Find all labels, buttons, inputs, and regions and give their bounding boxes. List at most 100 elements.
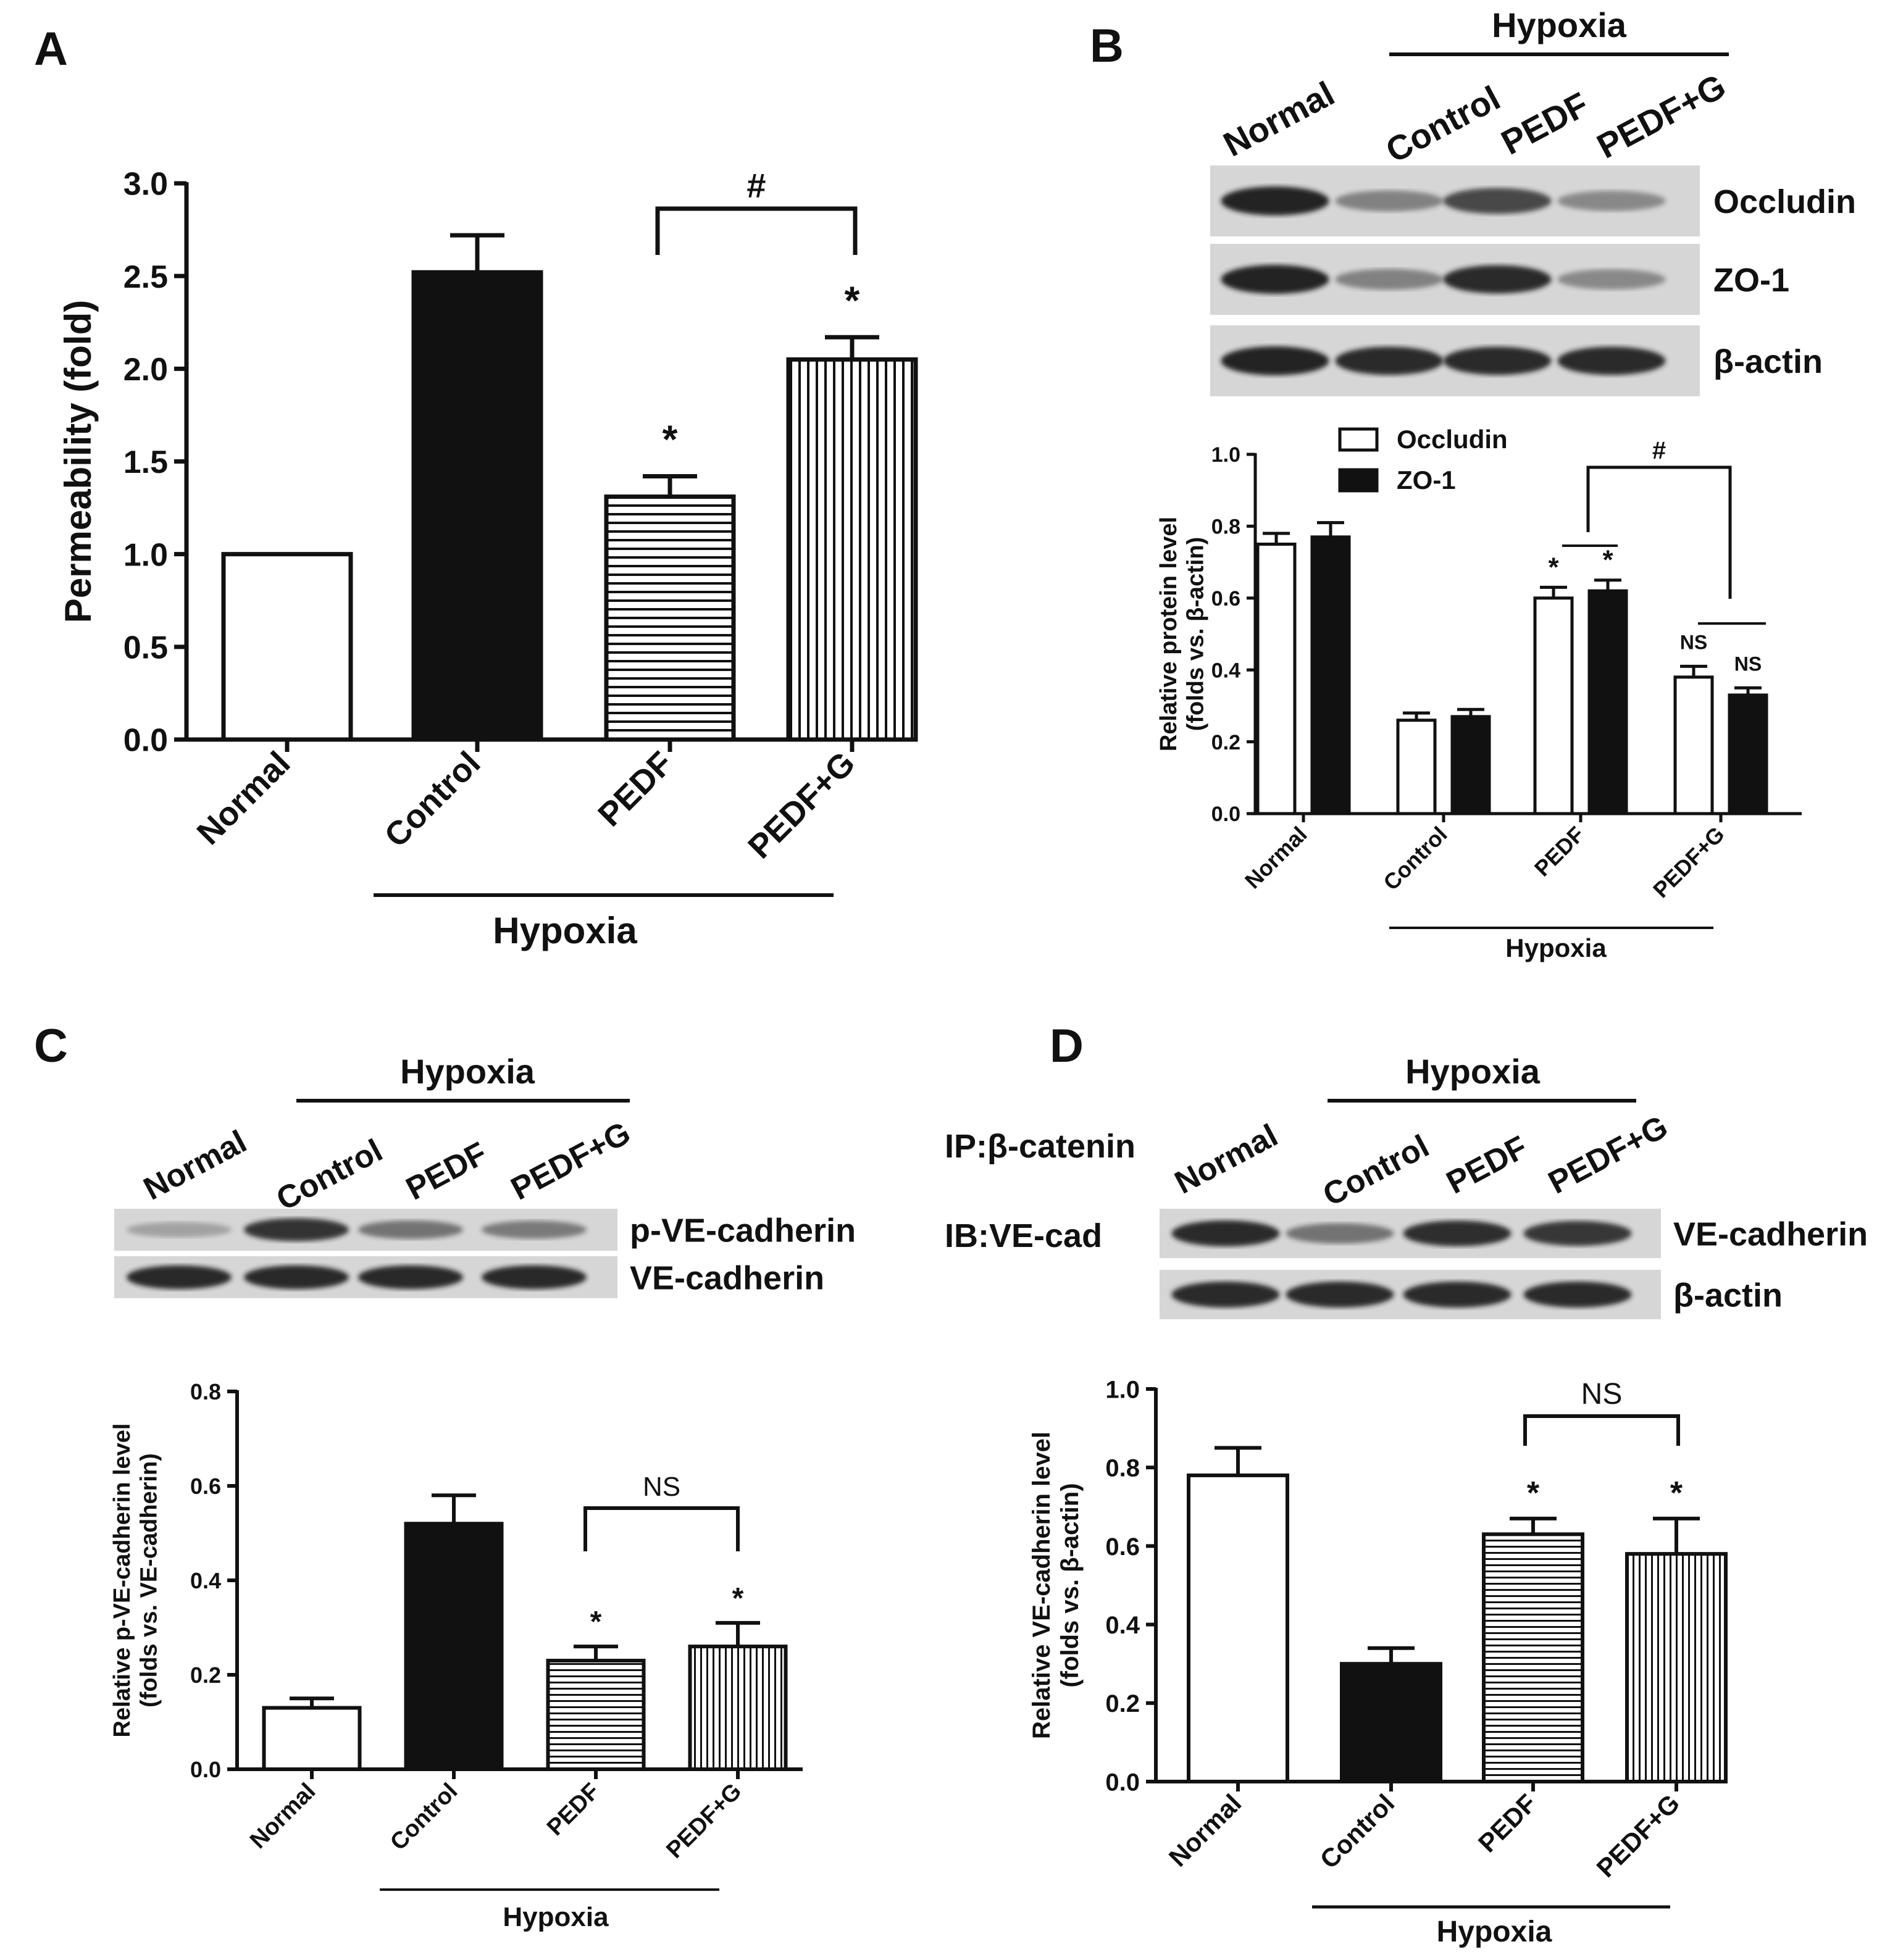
y-tick-label: 2.0 bbox=[123, 352, 168, 388]
y-tick-label: 3.0 bbox=[123, 167, 168, 202]
bracket-label: NS bbox=[643, 1472, 680, 1502]
blot-band bbox=[1221, 265, 1329, 294]
bar bbox=[411, 270, 543, 742]
blot-band bbox=[1335, 346, 1444, 375]
x-tick-label: Control bbox=[1378, 822, 1452, 895]
lane-label: PEDF bbox=[400, 1135, 493, 1207]
blot-row-label: VE-cadherin bbox=[1673, 1216, 1868, 1253]
bar bbox=[221, 552, 353, 742]
blot-band bbox=[1443, 188, 1552, 214]
bar bbox=[1450, 715, 1491, 815]
y-axis-label-line2: (folds vs. β-actin) bbox=[1056, 1483, 1084, 1687]
y-tick-label: 0.2 bbox=[190, 1662, 221, 1688]
x-tick-label: Normal bbox=[1163, 1788, 1247, 1872]
panel-c-chart-hypoxia-label: Hypoxia bbox=[503, 1902, 609, 1932]
blot-band bbox=[1171, 1281, 1280, 1308]
y-tick-label: 2.5 bbox=[123, 259, 168, 295]
x-tick-label: PEDF bbox=[591, 744, 680, 833]
lane-label: Control bbox=[270, 1133, 388, 1218]
bar bbox=[1396, 719, 1437, 815]
blot-band bbox=[1335, 269, 1444, 290]
bracket-label: NS bbox=[1581, 1378, 1623, 1411]
ns-label: NS bbox=[1680, 631, 1707, 653]
y-tick-label: 0.6 bbox=[1211, 587, 1240, 611]
bar bbox=[546, 1659, 646, 1772]
blot-band bbox=[1443, 346, 1552, 375]
y-tick-label: 0.4 bbox=[1211, 659, 1240, 682]
comparison-bracket bbox=[1586, 465, 1732, 599]
blot-row-label: ZO-1 bbox=[1713, 262, 1789, 299]
x-tick-label: PEDF bbox=[1529, 822, 1589, 882]
blot-band bbox=[1557, 346, 1666, 375]
lane-label: Control bbox=[1379, 78, 1506, 170]
bar bbox=[1533, 596, 1574, 815]
lane-label: PEDF+G bbox=[1542, 1109, 1673, 1201]
blot-band bbox=[1286, 1281, 1394, 1308]
bar bbox=[786, 357, 918, 742]
bar bbox=[1256, 543, 1297, 815]
x-tick-label: PEDF+G bbox=[1591, 1788, 1685, 1883]
blot-band bbox=[1523, 1220, 1632, 1246]
panel-d-chart-hypoxia-label: Hypoxia bbox=[1437, 1916, 1552, 1948]
blot-band bbox=[1557, 269, 1666, 290]
blot-band bbox=[482, 1265, 587, 1290]
significance-star: * bbox=[1527, 1475, 1540, 1511]
blot-band bbox=[358, 1220, 463, 1240]
panel-c-chart: 0.0 0.2 0.4 0.6 0.8 Relative p-VE-cadherin le… bbox=[109, 1379, 803, 1864]
blot-band bbox=[1403, 1281, 1512, 1308]
blot-band bbox=[1221, 186, 1329, 215]
blot-band bbox=[1335, 190, 1444, 212]
bar bbox=[688, 1645, 788, 1772]
comparison-bracket bbox=[1523, 1414, 1680, 1446]
x-tick-label: Control bbox=[385, 1779, 462, 1856]
significance-star: * bbox=[590, 1606, 602, 1638]
x-tick-label: Normal bbox=[1240, 822, 1312, 894]
y-axis-label: Relative protein level bbox=[1156, 517, 1182, 751]
comparison-bracket bbox=[655, 206, 858, 255]
panel-b-hypoxia-label: Hypoxia bbox=[1492, 6, 1627, 44]
blot-band bbox=[1286, 1223, 1394, 1244]
blot-band bbox=[1557, 191, 1666, 211]
bar bbox=[604, 494, 736, 742]
legend-label: ZO-1 bbox=[1397, 465, 1456, 494]
lane-label: PEDF+G bbox=[505, 1115, 636, 1207]
comparison-bracket bbox=[583, 1506, 740, 1551]
bar bbox=[1310, 535, 1351, 815]
blot-row-label: Occludin bbox=[1713, 183, 1856, 220]
panel-b-chart: 0.0 0.2 0.4 0.6 0.8 1.0 Relative protein level… bbox=[1156, 425, 1802, 903]
significance-star: * bbox=[1602, 545, 1613, 575]
x-tick-label: Normal bbox=[245, 1779, 320, 1854]
lane-label: Control bbox=[1317, 1128, 1434, 1214]
bar bbox=[1728, 693, 1768, 815]
lane-label: PEDF bbox=[1495, 85, 1594, 162]
blot-band bbox=[1523, 1281, 1632, 1308]
y-tick-label: 1.5 bbox=[123, 444, 168, 480]
bar bbox=[1187, 1473, 1289, 1783]
y-tick-label: 0.4 bbox=[190, 1568, 221, 1593]
bar bbox=[1625, 1552, 1728, 1784]
blot-band bbox=[1221, 346, 1329, 375]
y-tick-label: 0.6 bbox=[1105, 1533, 1140, 1561]
blot-band bbox=[358, 1265, 463, 1290]
legend-label: Occludin bbox=[1397, 425, 1508, 454]
y-tick-label: 0.8 bbox=[1105, 1455, 1140, 1482]
bracket-label: # bbox=[1652, 437, 1666, 464]
lane-label: Normal bbox=[1169, 1117, 1283, 1201]
panel-d-ip-label: IP:β-catenin bbox=[945, 1128, 1135, 1165]
bar bbox=[1482, 1532, 1584, 1784]
blot-row-label: β-actin bbox=[1713, 343, 1823, 380]
bar bbox=[1587, 589, 1628, 815]
panel-d-ib-label: IB:VE-cad bbox=[945, 1217, 1102, 1254]
y-tick-label: 0.0 bbox=[1105, 1769, 1140, 1796]
y-tick-label: 0.0 bbox=[123, 723, 168, 759]
lane-label: Normal bbox=[1217, 73, 1340, 164]
y-tick-label: 0.8 bbox=[1211, 515, 1240, 539]
y-tick-label: 1.0 bbox=[123, 537, 168, 573]
lane-label: PEDF bbox=[1440, 1129, 1533, 1201]
significance-star: * bbox=[1670, 1475, 1683, 1511]
ns-label: NS bbox=[1734, 653, 1762, 675]
blot-row-label: p-VE-cadherin bbox=[630, 1212, 856, 1249]
